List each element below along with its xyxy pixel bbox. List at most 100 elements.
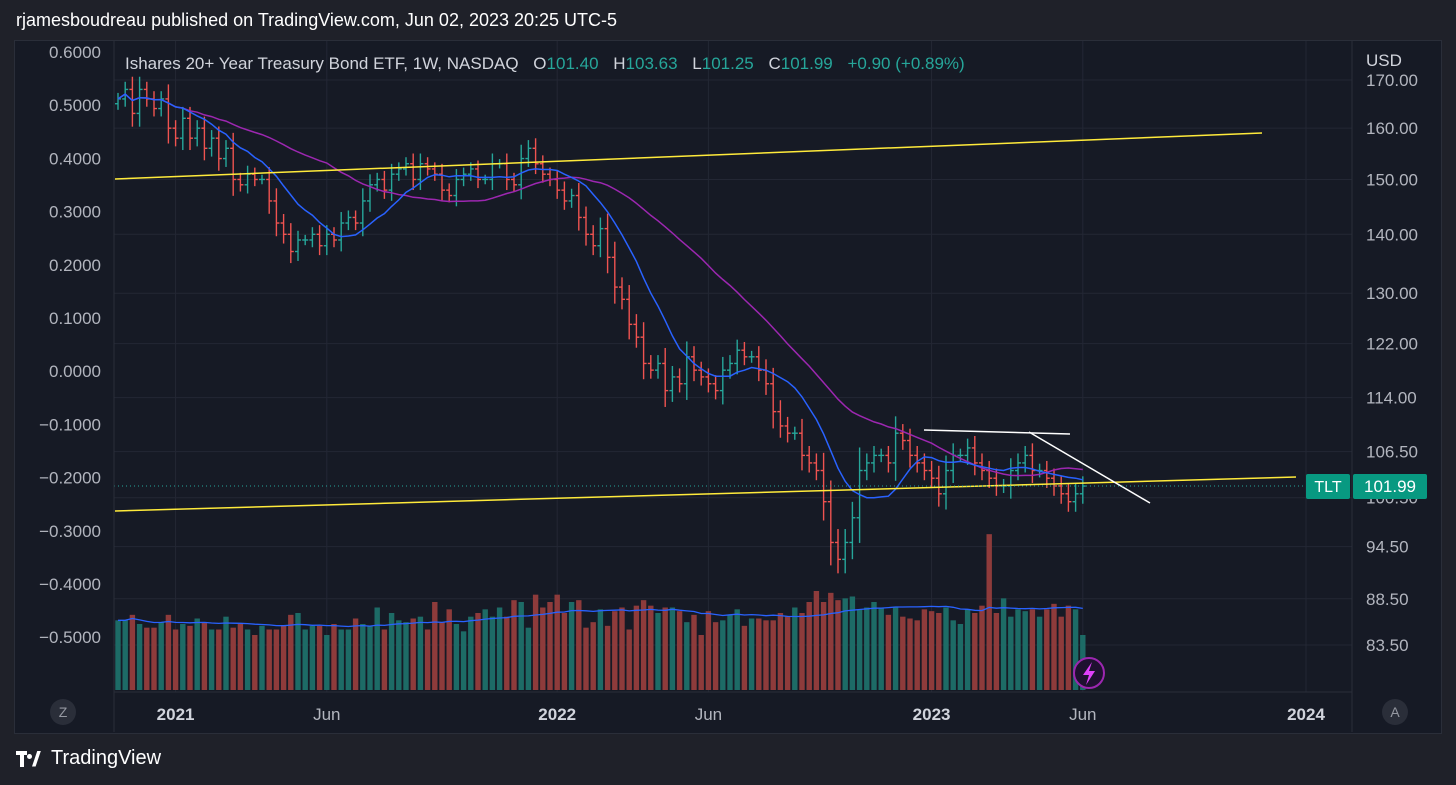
lightning-icon[interactable]	[1073, 657, 1105, 689]
ohlc-bar	[143, 81, 150, 107]
time-axis-tick: 2024	[1287, 705, 1325, 724]
volume-bar	[1029, 609, 1036, 690]
volume-bar	[864, 607, 870, 690]
volume-bar	[259, 625, 265, 690]
ohlc-bar	[151, 91, 157, 117]
ohlc-bar	[575, 182, 582, 231]
ohlc-bar	[129, 76, 136, 127]
ohlc-bar	[352, 210, 359, 231]
volume-bar	[446, 609, 452, 690]
ohlc-bar	[626, 285, 633, 340]
last-price-labels: TLT 101.99	[1306, 474, 1427, 499]
volume-bar	[194, 618, 200, 690]
ohlc-bar	[662, 347, 669, 407]
volume-bar	[900, 616, 906, 690]
ohlc-bar	[367, 174, 373, 212]
volume-bar	[1008, 616, 1014, 690]
volume-bar	[187, 625, 193, 690]
volume-bar	[1022, 611, 1028, 690]
lower-trendline[interactable]	[114, 476, 1297, 512]
volume-bar	[273, 629, 280, 690]
volume-bar	[921, 609, 928, 690]
volume-bar	[936, 613, 942, 690]
volume-bar	[1065, 605, 1072, 690]
volume-bar	[784, 616, 791, 690]
right-axis-tick: 88.50	[1366, 590, 1409, 609]
right-axis: 170.00 160.00 150.00 140.00 130.00 122.00 114.…	[1366, 71, 1418, 655]
price-tag	[1353, 474, 1427, 499]
sma-slow-line	[117, 93, 1083, 477]
volume-bar	[244, 629, 251, 690]
volume-bar	[662, 607, 668, 690]
pattern-top-line[interactable]	[923, 429, 1071, 435]
ohlc-bar	[115, 92, 121, 110]
ohlc-bar	[971, 435, 978, 476]
volume-bar	[799, 613, 805, 690]
volume-bar	[756, 618, 762, 690]
volume-bar	[892, 607, 899, 690]
ohlc-bar	[417, 153, 424, 191]
ohlc-bar	[734, 339, 741, 375]
legend-open-label: O	[533, 54, 546, 73]
grid	[114, 41, 1352, 692]
volume-bar	[252, 635, 258, 690]
ohlc-bar	[1058, 476, 1065, 504]
volume-bar	[417, 616, 424, 690]
volume-bar	[734, 609, 740, 690]
volume-bar	[633, 605, 640, 690]
pattern-descending-line[interactable]	[1028, 431, 1151, 504]
volume-bar	[158, 622, 164, 690]
ohlc-bar	[388, 163, 395, 201]
ohlc-bar	[1051, 468, 1057, 496]
volume-bar	[345, 629, 352, 690]
ohlc-bar	[986, 460, 993, 488]
volume-bar	[1058, 616, 1064, 690]
volume-bar	[928, 611, 935, 690]
ohlc-bar	[280, 214, 287, 244]
ohlc-bar	[532, 138, 539, 175]
volume-bar	[1051, 603, 1057, 690]
volume-bar	[525, 627, 532, 690]
left-axis-tick: 0.3000	[49, 203, 101, 222]
volume-bar	[777, 613, 784, 690]
volume-bar	[230, 627, 236, 690]
volume-bar	[914, 620, 920, 690]
ohlc-bar	[683, 341, 690, 400]
symbol-tag-text: TLT	[1314, 479, 1341, 496]
volume-bar	[849, 596, 856, 690]
ohlc-bar	[316, 225, 323, 256]
legend-high: 103.63	[626, 54, 678, 73]
ohlc-bar	[295, 230, 301, 261]
volume-bar	[950, 620, 956, 690]
ohlc-bar	[799, 418, 805, 471]
auto-scale-button[interactable]: A	[1382, 699, 1408, 725]
volume-bar	[540, 607, 546, 690]
ohlc-bar	[849, 501, 856, 560]
volume-bar	[432, 602, 438, 690]
upper-trendline[interactable]	[114, 132, 1263, 180]
ohlc-bar	[431, 162, 438, 181]
volume-bar	[943, 607, 949, 690]
ohlc-bar	[237, 172, 244, 192]
volume-bar	[216, 629, 222, 690]
volume-ma-line	[118, 605, 1083, 628]
legend-close: 101.99	[781, 54, 833, 73]
volume-bar	[640, 600, 647, 690]
left-axis-tick: 0.6000	[49, 43, 101, 62]
volume-bar	[201, 622, 208, 690]
ohlc-bar	[518, 144, 525, 200]
ohlc-bar	[266, 167, 273, 214]
volume-bar	[381, 629, 388, 690]
volume-bar	[237, 624, 244, 690]
volume-bar	[511, 600, 517, 690]
volume-bar	[489, 616, 496, 690]
volume-bar	[820, 602, 827, 690]
log-scale-button[interactable]: Z	[50, 699, 76, 725]
legend-low-label: L	[692, 54, 701, 73]
volume-bar	[496, 607, 503, 690]
volume-bar	[468, 616, 474, 690]
ohlc-bar	[892, 416, 899, 481]
ohlc-bar	[1007, 458, 1014, 499]
ohlc-bar	[633, 314, 640, 348]
